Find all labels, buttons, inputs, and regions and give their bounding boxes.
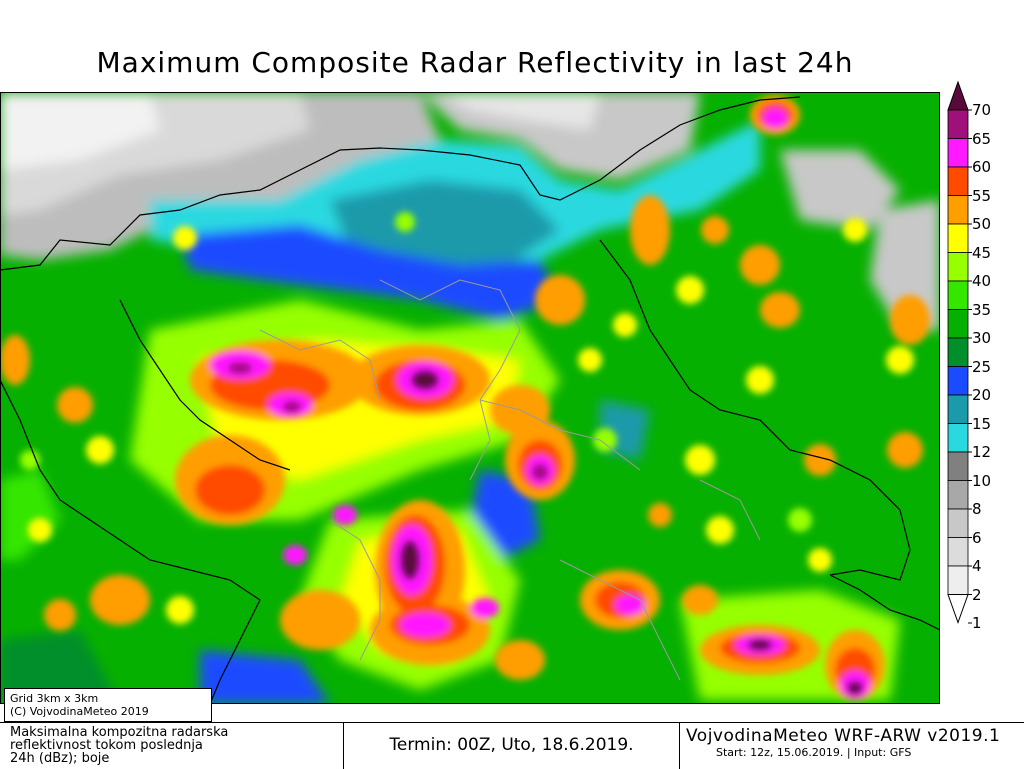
colorbar-label: 60: [972, 158, 992, 176]
colorbar-label: 45: [972, 243, 992, 262]
colorbar-box: [947, 337, 969, 367]
colorbar-label: 20: [972, 386, 992, 404]
colorbar-label: 65: [972, 129, 992, 148]
colorbar-label: 1: [972, 614, 982, 632]
description-line: 24h (dBz); boje: [10, 751, 110, 766]
colorbar-box: [947, 480, 969, 510]
colorbar-box: [947, 394, 969, 424]
colorbar-label: 30: [972, 329, 992, 347]
map-frame: [0, 92, 940, 704]
colorbar-label: 70: [972, 101, 992, 119]
colorbar-box: [947, 309, 969, 339]
colorbar-box: [947, 537, 969, 567]
colorbar-label: 2: [972, 585, 982, 604]
copyright-text: (C) VojvodinaMeteo 2019: [10, 705, 149, 718]
colorbar-box: [947, 565, 969, 595]
colorbar-label: 15: [972, 414, 992, 433]
colorbar-label: 55: [972, 186, 992, 205]
footer-termin: Termin: 00Z, Uto, 18.6.2019.: [344, 723, 680, 769]
colorbar-label: 12: [972, 443, 992, 461]
colorbar-label: 4: [972, 557, 982, 575]
colorbar-box: [947, 508, 969, 538]
grid-info-box: Grid 3km x 3km (C) VojvodinaMeteo 2019: [4, 688, 212, 722]
footer-description: Maksimalna kompozitna radarska reflektiv…: [4, 723, 344, 769]
colorbar-box: [947, 451, 969, 481]
colorbar-label: 10: [972, 471, 992, 490]
description-line: Maksimalna kompozitna radarska: [10, 725, 229, 740]
colorbar-box: [947, 195, 969, 225]
colorbar-box: [947, 280, 969, 310]
region-borders: [259, 279, 761, 681]
country-borders: [0, 96, 940, 704]
footer: Maksimalna kompozitna radarska reflektiv…: [0, 722, 1024, 769]
colorbar-label: 35: [972, 300, 992, 319]
colorbar-box: [947, 166, 969, 196]
footer-model: VojvodinaMeteo WRF-ARW v2019.1 Start: 12…: [680, 723, 1024, 769]
model-info: Start: 12z, 15.06.2019. | Input: GFS: [716, 746, 912, 759]
colorbar-box: [947, 423, 969, 453]
map-title: Maximum Composite Radar Reflectivity in …: [96, 46, 854, 79]
colorbar-label: 40: [972, 272, 992, 290]
description-line: reflektivnost tokom poslednja: [10, 738, 203, 753]
colorbar-box: [947, 138, 969, 168]
colorbar: [947, 80, 972, 624]
scattered-cells: [20, 212, 923, 631]
colorbar-arrow-top: [947, 80, 969, 111]
colorbar-box: [947, 109, 969, 139]
colorbar-label: 50: [972, 215, 992, 233]
colorbar-box: [947, 366, 969, 396]
model-name: VojvodinaMeteo WRF-ARW v2019.1: [686, 726, 1001, 746]
colorbar-box: [947, 252, 969, 282]
radar-map: [0, 92, 940, 704]
colorbar-label: 6: [972, 528, 982, 547]
colorbar-box: [947, 223, 969, 253]
grid-info-line1: Grid 3km x 3km: [10, 692, 99, 705]
colorbar-label: 8: [972, 500, 982, 518]
colorbar-arrow-bottom: [947, 594, 969, 624]
colorbar-label: 25: [972, 357, 992, 376]
